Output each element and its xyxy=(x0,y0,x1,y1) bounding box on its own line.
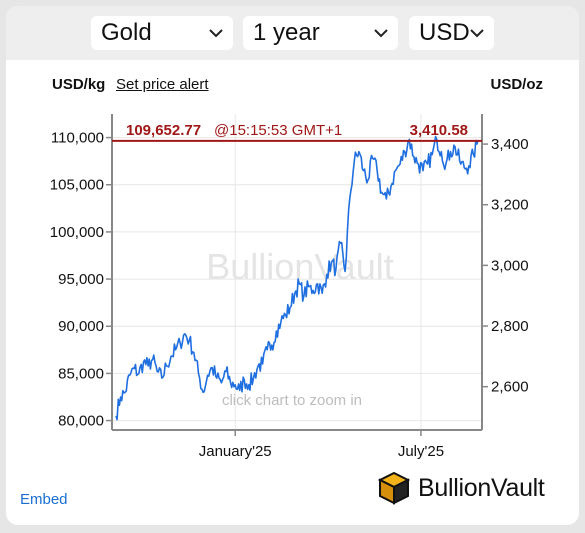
current-price-kg: 109,652.77 xyxy=(126,122,201,139)
left-tick-label: 90,000 xyxy=(58,318,104,335)
right-tick-label: 2,600 xyxy=(491,379,529,396)
x-axis-ticks: January'25 July'25 xyxy=(199,430,444,460)
gold-cube-icon xyxy=(377,471,411,505)
right-axis-ticks: 2,600 2,800 3,000 3,200 3,400 xyxy=(482,136,529,396)
currency-select-value: USD xyxy=(419,19,470,46)
right-tick-label: 2,800 xyxy=(491,318,529,335)
left-axis-ticks: 80,000 85,000 90,000 95,000 100,000 105,000 11… xyxy=(50,130,112,430)
left-axis-unit: USD/kg xyxy=(52,76,106,93)
left-tick-label: 105,000 xyxy=(50,177,104,194)
x-tick-label: January'25 xyxy=(199,443,272,460)
chart-grid xyxy=(112,114,482,430)
period-select-value: 1 year xyxy=(253,19,320,46)
right-tick-label: 3,200 xyxy=(491,197,529,214)
right-tick-label: 3,400 xyxy=(491,136,529,153)
chart-watermark: BullionVault xyxy=(206,246,393,287)
embed-link[interactable]: Embed xyxy=(20,491,68,508)
bullionvault-logo[interactable]: BullionVault xyxy=(376,468,561,508)
currency-select[interactable]: USD xyxy=(409,16,494,50)
price-series-line xyxy=(115,135,479,421)
price-chart[interactable]: BullionVault click chart to zoom in 80,0… xyxy=(6,6,579,476)
left-tick-label: 80,000 xyxy=(58,413,104,430)
chevron-down-icon xyxy=(374,29,388,38)
right-axis-unit: USD/oz xyxy=(490,76,544,93)
left-tick-label: 85,000 xyxy=(58,365,104,382)
zoom-hint: click chart to zoom in xyxy=(222,392,362,409)
set-price-alert-link[interactable]: Set price alert xyxy=(116,76,209,93)
left-tick-label: 100,000 xyxy=(50,224,104,241)
selector-bar: Gold 1 year USD xyxy=(6,6,579,60)
brand-name: BullionVault xyxy=(418,474,545,502)
x-tick-label: July'25 xyxy=(398,443,444,460)
right-tick-label: 3,000 xyxy=(491,257,529,274)
metal-select-value: Gold xyxy=(101,19,152,46)
chevron-down-icon xyxy=(209,29,223,38)
metal-select[interactable]: Gold xyxy=(91,16,233,50)
current-price-oz: 3,410.58 xyxy=(410,122,468,139)
chart-widget: Gold 1 year USD USD/kg Set price alert U… xyxy=(6,6,579,525)
period-select[interactable]: 1 year xyxy=(243,16,398,50)
left-tick-label: 110,000 xyxy=(51,130,104,147)
current-price-time: @15:15:53 GMT+1 xyxy=(214,122,342,139)
chevron-down-icon xyxy=(470,29,484,38)
left-tick-label: 95,000 xyxy=(58,271,104,288)
